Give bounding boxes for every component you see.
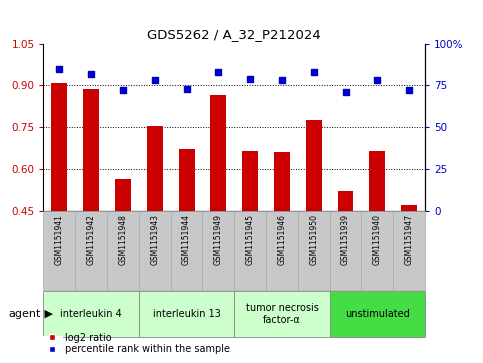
Text: GSM1151947: GSM1151947: [405, 214, 413, 265]
Text: GSM1151948: GSM1151948: [118, 214, 128, 265]
Text: GSM1151949: GSM1151949: [214, 214, 223, 265]
Bar: [393, 211, 425, 290]
Text: GSM1151942: GSM1151942: [86, 214, 96, 265]
Point: [119, 87, 127, 93]
Text: GSM1151939: GSM1151939: [341, 214, 350, 265]
Bar: [361, 211, 393, 290]
Text: GSM1151941: GSM1151941: [55, 214, 64, 265]
Bar: [234, 291, 330, 337]
Bar: [179, 149, 195, 211]
Text: GSM1151943: GSM1151943: [150, 214, 159, 265]
Point: [373, 77, 381, 83]
Legend: log2 ratio, percentile rank within the sample: log2 ratio, percentile rank within the s…: [39, 329, 234, 358]
Bar: [115, 179, 131, 211]
Bar: [401, 205, 417, 211]
Text: ▶: ▶: [41, 309, 53, 319]
Text: unstimulated: unstimulated: [345, 309, 410, 319]
Point: [246, 76, 254, 82]
Point: [56, 66, 63, 72]
Bar: [234, 211, 266, 290]
Bar: [274, 152, 290, 211]
Bar: [139, 211, 170, 290]
Bar: [51, 82, 67, 211]
Point: [278, 77, 286, 83]
Text: interleukin 13: interleukin 13: [153, 309, 221, 319]
Bar: [139, 291, 234, 337]
Bar: [369, 151, 385, 211]
Point: [183, 86, 190, 91]
Bar: [202, 211, 234, 290]
Bar: [298, 211, 330, 290]
Text: GSM1151940: GSM1151940: [373, 214, 382, 265]
Text: tumor necrosis
factor-α: tumor necrosis factor-α: [245, 303, 318, 325]
Bar: [107, 211, 139, 290]
Point: [405, 87, 413, 93]
Text: GSM1151946: GSM1151946: [277, 214, 286, 265]
Point: [151, 77, 158, 83]
Bar: [43, 211, 75, 290]
Point: [214, 69, 222, 75]
Bar: [170, 211, 202, 290]
Bar: [211, 95, 227, 211]
Point: [87, 71, 95, 77]
Bar: [147, 126, 163, 211]
Title: GDS5262 / A_32_P212024: GDS5262 / A_32_P212024: [147, 28, 321, 41]
Bar: [306, 120, 322, 211]
Bar: [242, 151, 258, 211]
Bar: [329, 211, 361, 290]
Bar: [43, 291, 139, 337]
Bar: [83, 90, 99, 211]
Text: interleukin 4: interleukin 4: [60, 309, 122, 319]
Point: [310, 69, 318, 75]
Text: GSM1151950: GSM1151950: [309, 214, 318, 265]
Text: GSM1151944: GSM1151944: [182, 214, 191, 265]
Bar: [266, 211, 298, 290]
Bar: [75, 211, 107, 290]
Bar: [338, 191, 354, 211]
Bar: [329, 291, 425, 337]
Text: agent: agent: [9, 309, 41, 319]
Point: [341, 89, 349, 95]
Text: GSM1151945: GSM1151945: [246, 214, 255, 265]
